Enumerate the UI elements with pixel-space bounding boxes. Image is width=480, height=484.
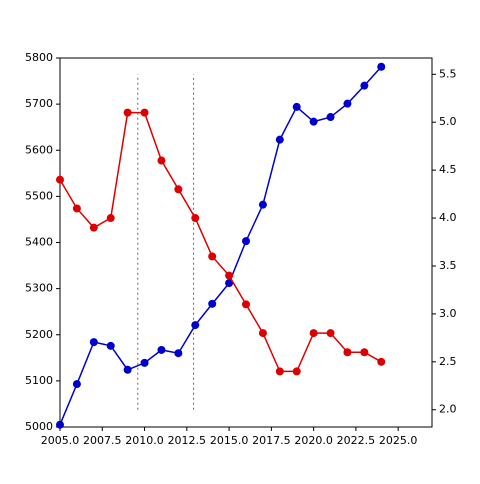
point — [106, 341, 115, 350]
y2-tick-label: 5.5 — [439, 67, 457, 80]
point — [123, 108, 132, 117]
x-tick-label: 2005.0 — [41, 434, 80, 447]
point — [242, 237, 250, 246]
point — [292, 367, 301, 376]
point — [157, 345, 166, 354]
x-tick-label: 2010.0 — [125, 434, 164, 447]
point — [258, 200, 267, 209]
y2-tick-label: 3.5 — [439, 259, 457, 272]
point — [208, 252, 217, 261]
point — [377, 357, 386, 366]
point — [140, 108, 149, 117]
y2-tick-label: 5.0 — [439, 115, 457, 128]
point — [292, 102, 301, 111]
x-tick-label: 2015.0 — [210, 434, 249, 447]
y2-tick-label: 4.0 — [439, 211, 457, 224]
point — [157, 156, 166, 165]
point — [89, 338, 98, 347]
point — [309, 329, 318, 338]
y-tick-label: 5500 — [25, 189, 53, 202]
point — [72, 380, 81, 389]
point — [89, 223, 98, 232]
point — [72, 204, 81, 213]
point — [326, 113, 335, 122]
y-tick-label: 5000 — [25, 420, 53, 433]
y-tick-label: 5600 — [25, 143, 53, 156]
point — [140, 358, 149, 367]
x-tick-label: 2007.5 — [83, 434, 122, 447]
point — [106, 214, 115, 223]
x-tick-label: 2020.0 — [294, 434, 333, 447]
point — [309, 117, 318, 126]
point — [123, 365, 132, 374]
y-tick-label: 5700 — [25, 97, 53, 110]
y2-tick-label: 3.0 — [439, 307, 457, 320]
point — [56, 420, 64, 429]
y-tick-label: 5400 — [25, 236, 53, 249]
point — [326, 329, 335, 338]
point — [174, 349, 183, 358]
y-tick-label: 5800 — [25, 51, 53, 64]
y-tick-label: 5100 — [25, 374, 53, 387]
x-tick-label: 2022.5 — [337, 434, 376, 447]
y2-tick-label: 2.0 — [439, 403, 457, 416]
point — [343, 99, 352, 108]
x-tick-label: 2025.0 — [379, 434, 418, 447]
point — [360, 81, 369, 90]
point — [258, 329, 267, 338]
point — [343, 348, 352, 357]
y2-tick-label: 4.5 — [439, 163, 457, 176]
point — [191, 214, 200, 223]
point — [56, 175, 64, 184]
x-tick-label: 2017.5 — [252, 434, 291, 447]
y2-tick-label: 2.5 — [439, 355, 457, 368]
point — [242, 300, 250, 309]
point — [225, 279, 234, 288]
y-tick-label: 5200 — [25, 328, 53, 341]
point — [191, 321, 200, 330]
point — [360, 348, 369, 357]
x-tick-label: 2012.5 — [168, 434, 207, 447]
point — [225, 271, 234, 280]
point — [275, 367, 284, 376]
point — [208, 299, 217, 308]
series-line — [59, 66, 382, 425]
point — [174, 185, 183, 194]
point — [275, 135, 284, 144]
point — [377, 62, 386, 71]
y-tick-label: 5300 — [25, 282, 53, 295]
